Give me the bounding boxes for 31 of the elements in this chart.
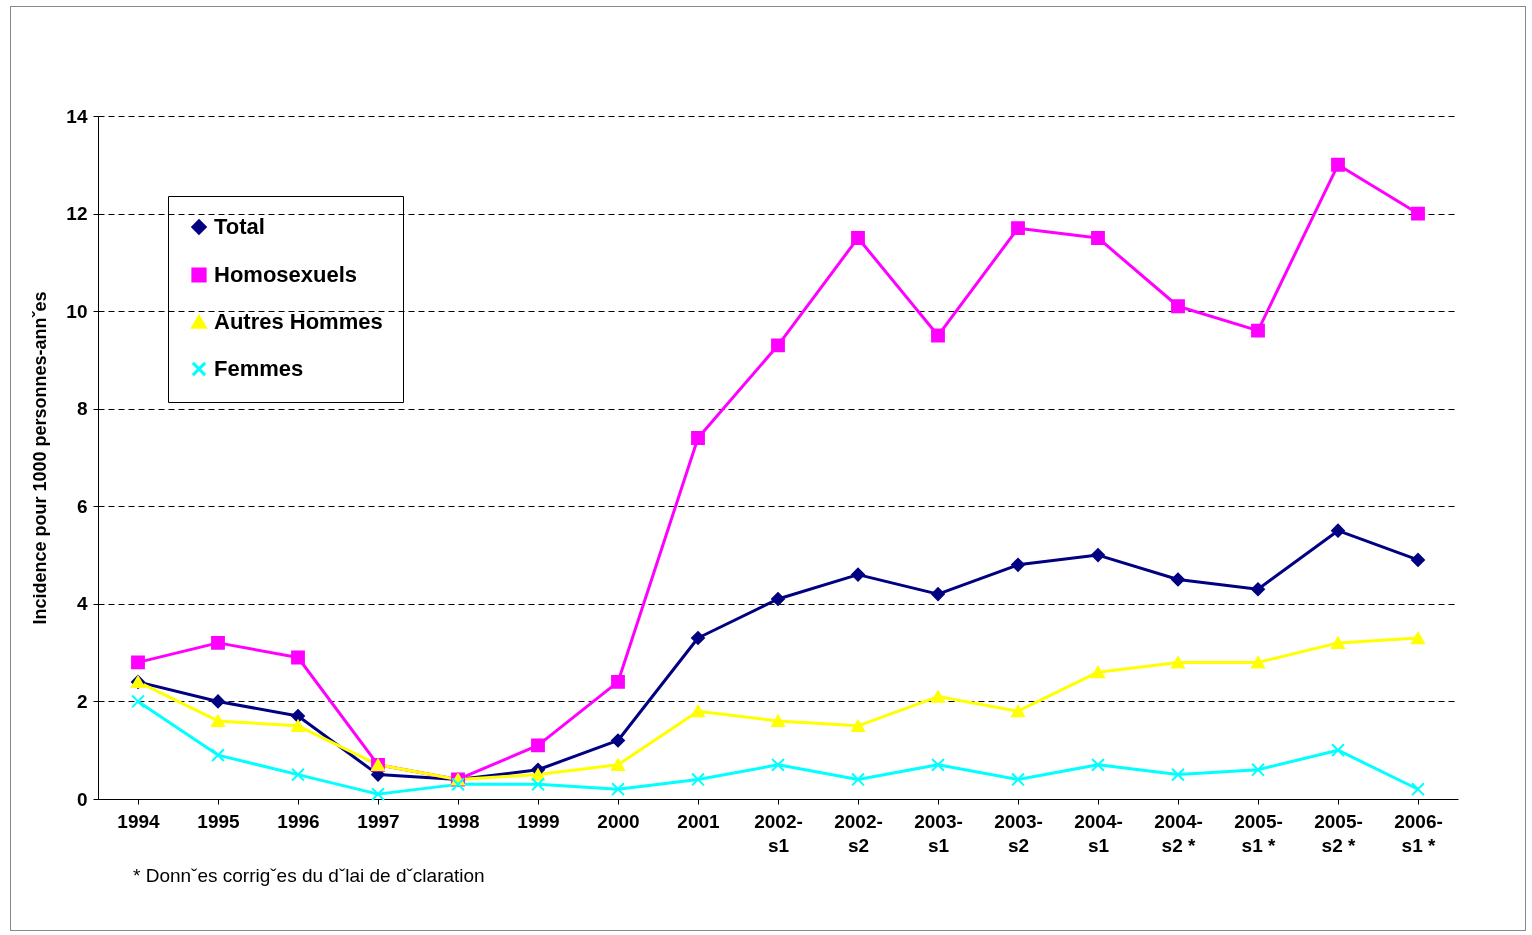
x-tick-label: 2002- s2	[834, 810, 883, 856]
legend-label: Homosexuels	[214, 262, 358, 287]
x-tick-label: 1998	[437, 810, 480, 832]
x-tick-label: 2004- s1	[1074, 810, 1123, 856]
x-tick-label: 1995	[197, 810, 241, 832]
y-tick-label: 4	[76, 593, 88, 615]
y-tick-label: 2	[76, 690, 88, 712]
y-tick-label: 12	[66, 203, 88, 225]
x-tick-label: 2002- s1	[754, 810, 803, 856]
y-tick-label: 8	[76, 398, 88, 420]
legend-label: Autres Hommes	[214, 309, 383, 334]
text: * Donnˇes corrigˇes du dˇlai de dˇclaration	[133, 865, 486, 887]
y-tick-label: 14	[66, 105, 88, 127]
x-tick-label: 2003- s2	[994, 810, 1043, 856]
x-tick-label: 2001	[677, 810, 721, 832]
x-tick-label: 2005- s1 *	[1234, 810, 1283, 856]
x-tick-label: 2004- s2 *	[1154, 810, 1203, 856]
y-tick-label: 0	[76, 788, 88, 810]
x-tick-label: 1996	[277, 810, 320, 832]
y-tick-label: 6	[76, 495, 88, 517]
legend-label: Total	[214, 214, 265, 239]
y-axis-title: Incidence pour 1000 personnes-annˇes	[30, 291, 51, 625]
x-tick-label: 2000	[597, 810, 640, 832]
x-tick-label: 1997	[357, 810, 400, 832]
x-tick-label: 2003- s1	[914, 810, 963, 856]
x-tick-label: 1999	[517, 810, 560, 832]
x-tick-label: 2005- s2 *	[1314, 810, 1363, 856]
legend-label: Femmes	[214, 356, 304, 381]
x-tick-label: 2006- s1 *	[1394, 810, 1443, 856]
x-tick-label: 1994	[117, 810, 161, 832]
y-tick-label: 10	[66, 300, 88, 322]
